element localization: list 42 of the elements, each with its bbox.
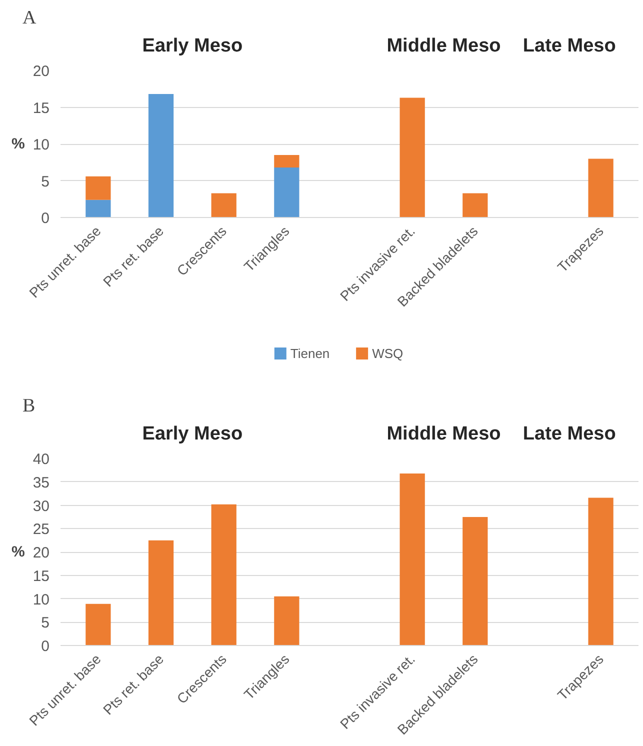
bar — [86, 200, 111, 218]
y-axis-title: % — [11, 136, 25, 152]
bar — [400, 473, 425, 646]
chart-title: B — [22, 396, 36, 416]
y-tick-label: 20 — [32, 63, 50, 80]
bar — [274, 596, 300, 646]
bar — [86, 604, 111, 646]
y-tick-label: 15 — [32, 100, 50, 117]
bar — [588, 498, 614, 646]
bar — [211, 504, 236, 646]
bar — [211, 193, 236, 218]
chart-title: A — [22, 8, 36, 28]
bar — [400, 98, 425, 218]
text: Early Meso — [142, 424, 243, 445]
y-tick-label: 0 — [41, 638, 50, 655]
text: Middle Meso — [386, 36, 501, 57]
y-tick-label: 10 — [32, 591, 50, 608]
y-axis-title: % — [11, 544, 25, 560]
y-tick-label: 30 — [32, 498, 50, 515]
bar — [274, 155, 300, 168]
bar — [462, 516, 488, 646]
y-tick-label: 20 — [32, 544, 50, 562]
bar — [274, 168, 300, 218]
bar — [86, 176, 111, 200]
legend-label: Tienen — [290, 346, 330, 361]
y-tick-label: 0 — [41, 210, 50, 227]
y-tick-label: 15 — [32, 568, 50, 585]
bar — [462, 193, 488, 218]
bar — [148, 540, 174, 646]
bar — [588, 158, 614, 218]
y-tick-label: 5 — [41, 614, 50, 632]
bar — [148, 94, 174, 218]
y-tick-label: 10 — [32, 136, 50, 154]
y-tick-label: 25 — [32, 521, 50, 538]
text: Late Meso — [522, 424, 616, 445]
legend-label: WSQ — [372, 346, 404, 361]
y-tick-label: 40 — [32, 451, 50, 468]
text: Middle Meso — [386, 424, 501, 445]
y-tick-label: 5 — [41, 173, 50, 190]
text: Late Meso — [522, 36, 616, 57]
text: Early Meso — [142, 36, 243, 57]
y-tick-label: 35 — [32, 474, 50, 492]
